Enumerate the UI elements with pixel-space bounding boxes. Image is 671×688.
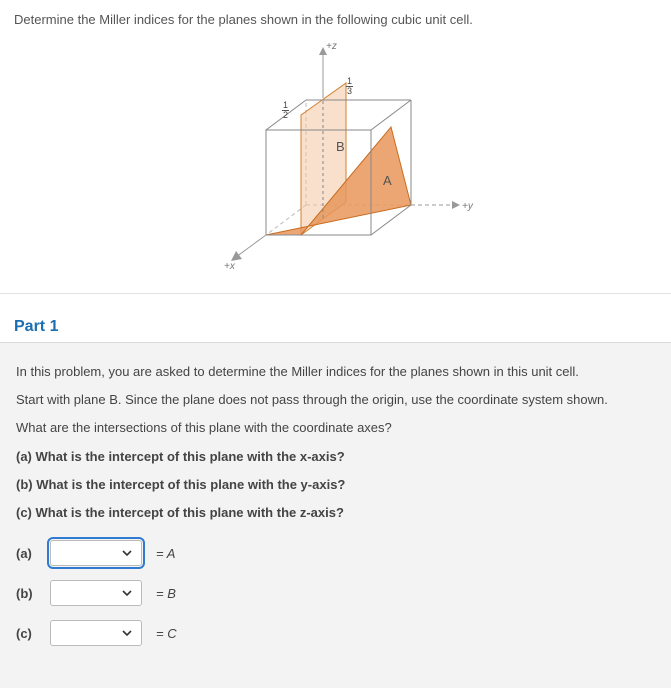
axis-x-label: +x [224, 261, 236, 272]
chevron-down-icon [121, 587, 133, 599]
part1-body: In this problem, you are asked to determ… [0, 343, 671, 688]
select-c[interactable] [50, 620, 142, 646]
subquestion-c: (c) What is the intercept of this plane … [16, 504, 655, 522]
part1-title: Part 1 [0, 318, 671, 343]
question-prompt: Determine the Miller indices for the pla… [0, 0, 671, 35]
eq-a: = A [156, 546, 175, 561]
answer-row-c: (c) = C [16, 620, 655, 646]
axis-z-label: +z [326, 41, 337, 52]
row-label-b: (b) [16, 586, 50, 601]
plane-b-label: B [336, 139, 345, 154]
fraction-third: 1 3 [346, 77, 353, 96]
fraction-half: 1 2 [282, 101, 289, 120]
eq-c: = C [156, 626, 177, 641]
part1-intro: In this problem, you are asked to determ… [16, 363, 655, 381]
chevron-down-icon [121, 547, 133, 559]
plane-a-label: A [383, 173, 392, 188]
select-b[interactable] [50, 580, 142, 606]
unit-cell-diagram: +z +y +x 1 2 1 3 A B [186, 35, 486, 275]
subquestion-b: (b) What is the intercept of this plane … [16, 476, 655, 494]
part1-step2: What are the intersections of this plane… [16, 419, 655, 437]
diagram-container: +z +y +x 1 2 1 3 A B [0, 35, 671, 294]
select-a[interactable] [50, 540, 142, 566]
eq-b: = B [156, 586, 176, 601]
answer-row-b: (b) = B [16, 580, 655, 606]
row-label-c: (c) [16, 626, 50, 641]
part1-step1: Start with plane B. Since the plane does… [16, 391, 655, 409]
axis-y-label: +y [462, 201, 474, 212]
answer-row-a: (a) = A [16, 540, 655, 566]
row-label-a: (a) [16, 546, 50, 561]
chevron-down-icon [121, 627, 133, 639]
subquestion-a: (a) What is the intercept of this plane … [16, 448, 655, 466]
